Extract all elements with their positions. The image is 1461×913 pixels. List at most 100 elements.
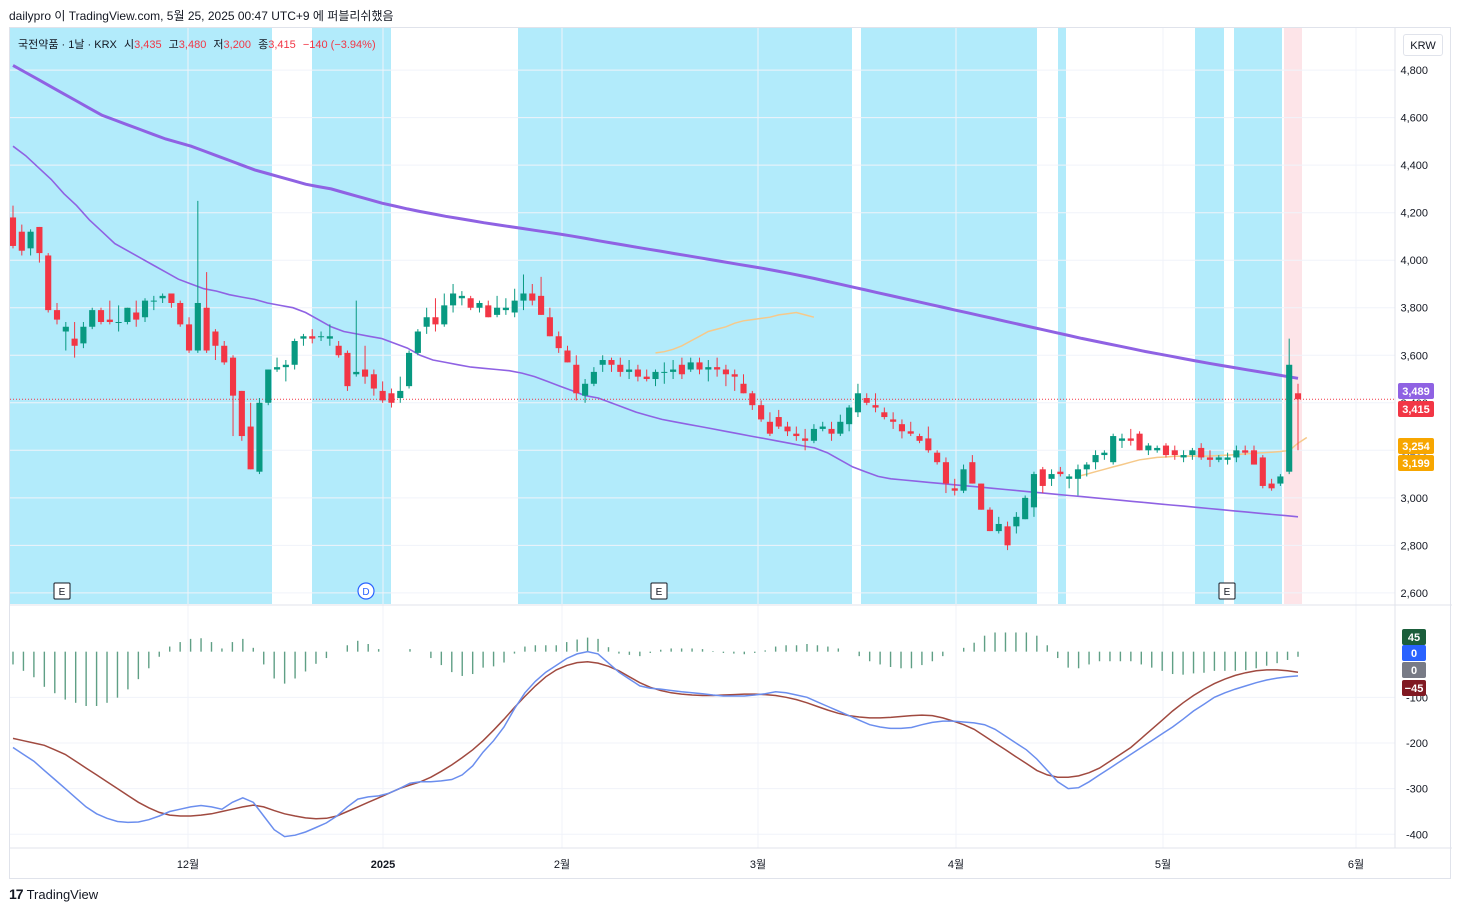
candle-body xyxy=(1083,464,1090,470)
candle-body xyxy=(326,336,333,339)
candle-body xyxy=(221,345,228,363)
candle-body xyxy=(45,255,52,311)
earnings-marker-label: E xyxy=(656,587,663,598)
price-badge-label: 3,489 xyxy=(1402,386,1430,398)
candle-body xyxy=(705,367,712,370)
session-band xyxy=(861,28,1037,604)
candle-body xyxy=(1180,455,1187,458)
candle-body xyxy=(212,331,219,346)
symbol-name[interactable]: 국전약품 · 1날 · KRX xyxy=(18,39,117,51)
candle-body xyxy=(766,421,773,434)
candle-body xyxy=(177,302,184,325)
earnings-marker-shape[interactable] xyxy=(650,582,668,600)
price-tick-label: 4,800 xyxy=(1400,65,1428,77)
candle-body xyxy=(678,364,685,375)
candle-body xyxy=(1286,364,1293,472)
candle-body xyxy=(185,324,193,351)
time-tick-label: 12월 xyxy=(177,858,199,871)
candle-body xyxy=(1198,447,1205,458)
earnings-marker-shape[interactable] xyxy=(53,582,71,600)
price-badge xyxy=(1398,438,1434,454)
tradingview-logo-icon: 17 xyxy=(9,886,24,902)
dividend-marker-shape[interactable] xyxy=(357,582,375,600)
candle-body xyxy=(1136,433,1143,451)
time-tick-label: 2025 xyxy=(371,859,395,871)
currency-button[interactable]: KRW xyxy=(1403,34,1443,56)
price-badge-label: 3,415 xyxy=(1402,404,1430,416)
tradingview-logo[interactable]: 17 TradingView xyxy=(9,886,98,902)
macd-badge xyxy=(1402,645,1426,661)
candle-body xyxy=(194,302,201,351)
candle-body xyxy=(1057,471,1064,475)
candle-body xyxy=(124,307,131,322)
candle-body xyxy=(626,369,633,372)
candle-body xyxy=(317,336,325,338)
candle-body xyxy=(546,317,553,337)
candle-body xyxy=(828,428,835,434)
chart-canvas[interactable]: E D E E 4,800 4,600 4,400 4,200 4,000 3,800 3,600 3… xyxy=(10,28,1452,880)
candle-body xyxy=(617,364,624,372)
candle-body xyxy=(71,338,78,346)
price-tick-label: 2,800 xyxy=(1400,540,1428,552)
session-band xyxy=(1195,28,1224,604)
candle-body xyxy=(1118,438,1126,441)
candle-body xyxy=(661,371,668,373)
low-label: 저 xyxy=(213,39,224,51)
candle-body xyxy=(1224,457,1231,460)
change-value: −140 (−3.94%) xyxy=(302,39,376,51)
candle-body xyxy=(802,438,809,441)
candle-body xyxy=(1189,450,1196,456)
candle-body xyxy=(133,312,140,320)
candle-body xyxy=(978,483,985,510)
candle-body xyxy=(1145,445,1152,451)
candle-body xyxy=(916,436,923,441)
candle-body xyxy=(1066,476,1073,479)
candle-body xyxy=(564,350,571,363)
candle-body xyxy=(511,300,518,313)
candle-body xyxy=(10,217,17,246)
price-tick-label: 3,000 xyxy=(1400,493,1428,505)
candle-body xyxy=(353,371,360,375)
candle-body xyxy=(406,352,413,387)
candle-body xyxy=(634,369,641,377)
candle-body xyxy=(441,305,448,325)
candle-body xyxy=(1030,474,1038,508)
earnings-marker-shape[interactable] xyxy=(1218,582,1236,600)
candle-body xyxy=(282,364,289,368)
candle-body xyxy=(731,374,738,377)
chart-frame: E D E E 4,800 4,600 4,400 4,200 4,000 3,800 3,600 3… xyxy=(9,27,1452,880)
candle-body xyxy=(793,433,800,437)
candle-body xyxy=(881,412,888,418)
candle-body xyxy=(467,298,474,308)
candle-body xyxy=(740,383,747,394)
candle-body xyxy=(872,405,879,408)
time-tick-label: 3월 xyxy=(750,858,766,871)
candle-body xyxy=(168,293,175,303)
candle-body xyxy=(1242,450,1249,453)
candle-body xyxy=(986,509,994,532)
price-badge xyxy=(1398,383,1434,399)
candle-body xyxy=(1233,450,1240,458)
candle-body xyxy=(27,231,34,249)
candle-body xyxy=(555,336,562,349)
candle-body xyxy=(951,488,958,491)
candle-body xyxy=(1294,393,1302,400)
open-label: 시 xyxy=(123,39,135,51)
publish-caption: dailypro 이 TradingView.com, 5월 25, 2025 … xyxy=(9,9,394,23)
macd-badge xyxy=(1402,662,1426,678)
candle-body xyxy=(582,383,589,396)
candle-body xyxy=(1092,455,1099,463)
macd-tick-label: -400 xyxy=(1406,829,1428,841)
close-label: 종 xyxy=(258,39,269,51)
candle-body xyxy=(907,431,914,434)
candle-body xyxy=(1110,436,1117,463)
session-band xyxy=(312,28,391,604)
macd-badge-label: 45 xyxy=(1408,632,1420,644)
candle-body xyxy=(18,231,25,251)
candle-body xyxy=(238,390,245,437)
candle-body xyxy=(229,357,237,396)
earnings-marker-label: E xyxy=(59,587,66,598)
candle-body xyxy=(1215,457,1222,460)
price-tick-label: 3,800 xyxy=(1400,303,1428,315)
candle-body xyxy=(1101,452,1108,456)
